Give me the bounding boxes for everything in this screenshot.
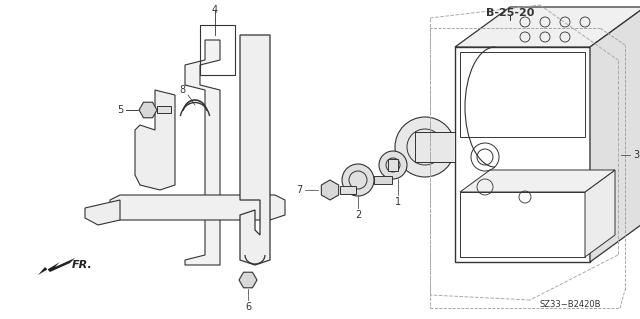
Bar <box>340 186 356 194</box>
Polygon shape <box>139 102 157 118</box>
Text: 6: 6 <box>245 302 251 312</box>
Polygon shape <box>135 90 175 190</box>
Bar <box>157 106 171 113</box>
Polygon shape <box>585 170 615 257</box>
Circle shape <box>395 117 455 177</box>
Bar <box>455 47 590 262</box>
Bar <box>415 132 455 162</box>
Circle shape <box>342 164 374 196</box>
Text: 2: 2 <box>355 210 361 220</box>
Polygon shape <box>321 180 339 200</box>
Polygon shape <box>455 7 640 47</box>
Text: 5: 5 <box>116 105 123 115</box>
Polygon shape <box>590 7 640 262</box>
Text: SZ33−B2420B: SZ33−B2420B <box>540 300 601 309</box>
Text: 4: 4 <box>212 5 218 15</box>
Bar <box>388 159 398 171</box>
Circle shape <box>417 139 433 155</box>
Polygon shape <box>85 200 120 225</box>
Polygon shape <box>460 170 615 192</box>
Bar <box>200 25 235 75</box>
Text: 1: 1 <box>395 197 401 207</box>
Text: FR.: FR. <box>72 260 93 270</box>
Text: 3: 3 <box>633 150 639 160</box>
Bar <box>374 176 392 184</box>
Text: B-25-20: B-25-20 <box>486 8 534 18</box>
Polygon shape <box>110 195 285 220</box>
Polygon shape <box>240 35 270 265</box>
Polygon shape <box>185 40 220 265</box>
Bar <box>460 52 585 137</box>
Polygon shape <box>38 258 75 275</box>
Polygon shape <box>239 272 257 288</box>
Text: 7: 7 <box>296 185 302 195</box>
Text: 8: 8 <box>179 85 185 95</box>
Bar <box>460 192 585 257</box>
Circle shape <box>379 151 407 179</box>
